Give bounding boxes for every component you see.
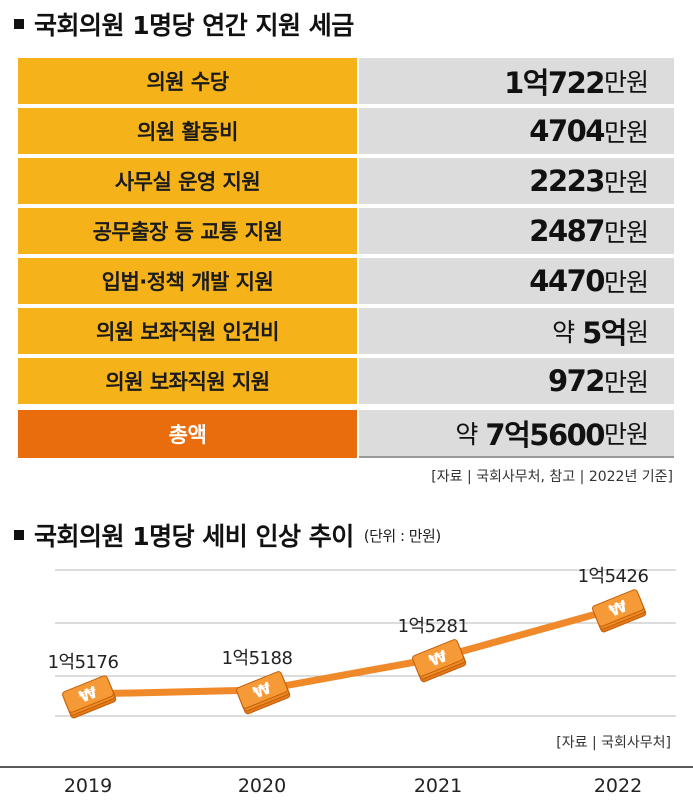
row-value: 972 만원: [359, 358, 674, 404]
row-value: 4470 만원: [359, 258, 674, 304]
table-title-text: 국회의원 1명당 연간 지원 세금: [34, 11, 354, 40]
row-label: 의원 보좌직원 인건비: [18, 308, 357, 354]
row-label: 의원 보좌직원 지원: [18, 358, 357, 404]
value-amount: 2487: [529, 214, 605, 248]
row-label: 사무실 운영 지원: [18, 158, 357, 204]
chart-title: 국회의원 1명당 세비 인상 추이 (단위 : 만원): [14, 515, 441, 555]
row-value: 2487 만원: [359, 208, 674, 254]
total-row: 총액 약 7억5600 만원: [18, 410, 674, 458]
row-label: 의원 활동비: [18, 108, 357, 154]
won-bill-icon: ₩: [592, 589, 647, 633]
data-label: 1억5426: [578, 566, 649, 587]
row-label: 공무출장 등 교통 지원: [18, 208, 357, 254]
x-tick-label: 2022: [594, 775, 642, 797]
x-tick-label: 2019: [64, 775, 112, 797]
value-unit: 만원: [603, 218, 649, 247]
chart-source: [자료 | 국회사무처]: [556, 735, 671, 751]
x-tick-label: 2020: [238, 775, 286, 797]
chart-unit-note: (단위 : 만원): [363, 526, 442, 545]
value-amount: 972: [547, 364, 606, 398]
value-unit: 만원: [603, 68, 649, 97]
row-value: 약 5억 원: [359, 308, 674, 354]
x-tick-label: 2021: [414, 775, 462, 797]
value-unit: 만원: [603, 420, 649, 449]
row-label: 입법·정책 개발 지원: [18, 258, 357, 304]
won-bill-icon: ₩: [412, 639, 467, 683]
value-amount: 1억722: [504, 66, 605, 100]
table-row: 공무출장 등 교통 지원 2487 만원: [18, 208, 674, 254]
table-row: 사무실 운영 지원 2223 만원: [18, 158, 674, 204]
table-source: [자료 | 국회사무처, 참고 | 2022년 기준]: [431, 469, 673, 485]
value-amount: 4470: [529, 264, 605, 298]
total-label: 총액: [18, 410, 357, 458]
bullet-square-icon: [14, 530, 24, 540]
won-bill-icon: ₩: [62, 675, 117, 719]
value-prefix: 약: [552, 318, 575, 347]
value-unit: 만원: [603, 368, 649, 397]
support-table: 의원 수당 1억722 만원 의원 활동비 4704 만원 사무실 운영 지원 2223 만원 공…: [18, 58, 674, 462]
table-row: 의원 보좌직원 지원 972 만원: [18, 358, 674, 404]
table-row: 의원 보좌직원 인건비 약 5억 원: [18, 308, 674, 354]
table-row: 입법·정책 개발 지원 4470 만원: [18, 258, 674, 304]
value-unit: 만원: [603, 168, 649, 197]
row-value: 1억722 만원: [359, 58, 674, 104]
row-label: 의원 수당: [18, 58, 357, 104]
value-unit: 만원: [603, 268, 649, 297]
value-prefix: 약: [455, 420, 478, 449]
data-label: 1억5176: [48, 652, 119, 673]
series-line: [84, 604, 622, 698]
value-amount: 5억: [582, 316, 627, 350]
value-amount: 7억5600: [485, 418, 605, 452]
bullet-square-icon: [14, 19, 24, 29]
table-row: 의원 수당 1억722 만원: [18, 58, 674, 104]
table-title: 국회의원 1명당 연간 지원 세금: [14, 4, 354, 44]
value-unit: 원: [625, 318, 649, 347]
total-value: 약 7억5600 만원: [359, 410, 674, 458]
won-bill-icon: ₩: [236, 671, 291, 715]
data-label: 1억5188: [222, 648, 293, 669]
row-value: 2223 만원: [359, 158, 674, 204]
svg-text:₩: ₩: [250, 678, 274, 702]
table-row: 의원 활동비 4704 만원: [18, 108, 674, 154]
svg-text:₩: ₩: [426, 646, 450, 670]
value-amount: 2223: [529, 164, 605, 198]
svg-text:₩: ₩: [606, 596, 630, 620]
value-amount: 4704: [529, 114, 605, 148]
data-label: 1억5281: [398, 616, 469, 637]
row-value: 4704 만원: [359, 108, 674, 154]
svg-text:₩: ₩: [76, 682, 100, 706]
value-unit: 만원: [603, 118, 649, 147]
chart-title-text: 국회의원 1명당 세비 인상 추이: [34, 522, 354, 551]
